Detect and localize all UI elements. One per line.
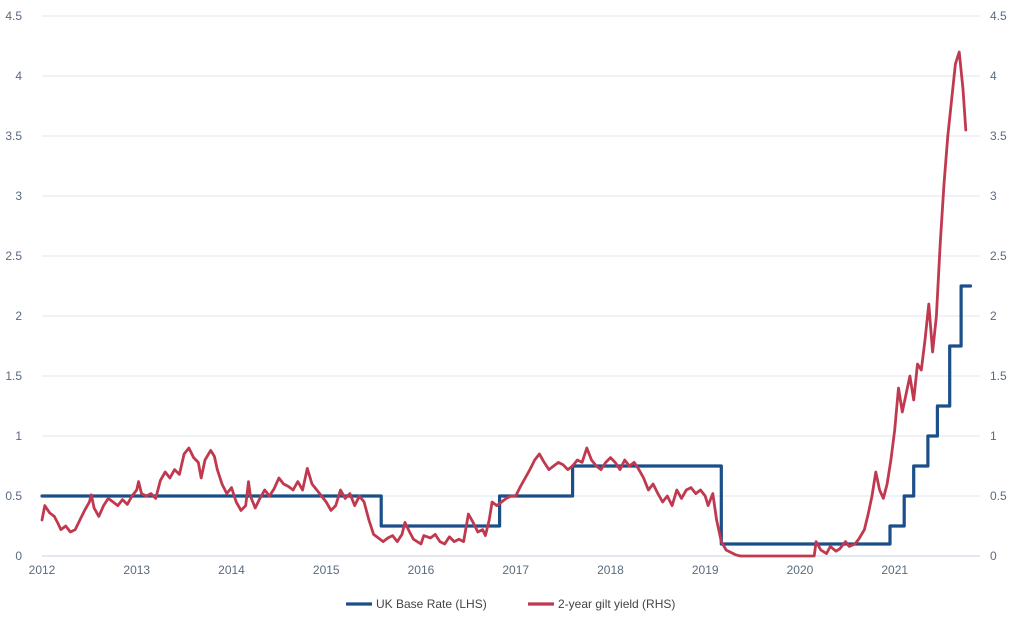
series-layer xyxy=(40,50,973,558)
x-tick-label: 2017 xyxy=(502,563,529,577)
left-y-tick-label: 1 xyxy=(15,429,22,443)
left-y-tick-label: 4 xyxy=(15,69,22,83)
right-y-tick-label: 4 xyxy=(990,69,997,83)
x-tick-label: 2014 xyxy=(218,563,245,577)
left-y-tick-label: 3.5 xyxy=(5,129,22,143)
right-y-axis-ticks: 0 0.5 1 1.5 2 2.5 3 3.5 4 4.5 xyxy=(990,9,1007,563)
legend-label: 2-year gilt yield (RHS) xyxy=(558,597,675,611)
x-tick-label: 2016 xyxy=(408,563,435,577)
left-y-tick-label: 2 xyxy=(15,309,22,323)
right-y-tick-label: 3.5 xyxy=(990,129,1007,143)
x-axis-ticks: 2012 2013 2014 2015 2016 2017 2018 2019 2020 2021 xyxy=(29,563,909,577)
series-line-gilt-yield xyxy=(40,50,968,558)
right-y-tick-label: 4.5 xyxy=(990,9,1007,23)
left-y-tick-label: 0 xyxy=(15,549,22,563)
left-y-tick-label: 3 xyxy=(15,189,22,203)
x-tick-label: 2018 xyxy=(597,563,624,577)
right-y-tick-label: 1 xyxy=(990,429,997,443)
legend-label: UK Base Rate (LHS) xyxy=(376,597,487,611)
gridlines xyxy=(42,15,980,557)
left-y-tick-label: 4.5 xyxy=(5,9,22,23)
right-y-tick-label: 1.5 xyxy=(990,369,1007,383)
right-y-tick-label: 3 xyxy=(990,189,997,203)
right-y-tick-label: 0.5 xyxy=(990,489,1007,503)
right-y-tick-label: 0 xyxy=(990,549,997,563)
left-y-tick-label: 0.5 xyxy=(5,489,22,503)
x-tick-label: 2020 xyxy=(787,563,814,577)
right-y-tick-label: 2 xyxy=(990,309,997,323)
right-y-tick-label: 2.5 xyxy=(990,249,1007,263)
x-tick-label: 2019 xyxy=(692,563,719,577)
x-tick-label: 2012 xyxy=(29,563,56,577)
left-y-axis-ticks: 0 0.5 1 1.5 2 2.5 3 3.5 4 4.5 xyxy=(5,9,22,563)
left-y-tick-label: 2.5 xyxy=(5,249,22,263)
x-tick-label: 2021 xyxy=(881,563,908,577)
series-line-base-rate xyxy=(40,284,973,546)
legend: UK Base Rate (LHS) 2-year gilt yield (RHS… xyxy=(346,597,675,611)
left-y-tick-label: 1.5 xyxy=(5,369,22,383)
x-tick-label: 2013 xyxy=(123,563,150,577)
x-tick-label: 2015 xyxy=(313,563,340,577)
